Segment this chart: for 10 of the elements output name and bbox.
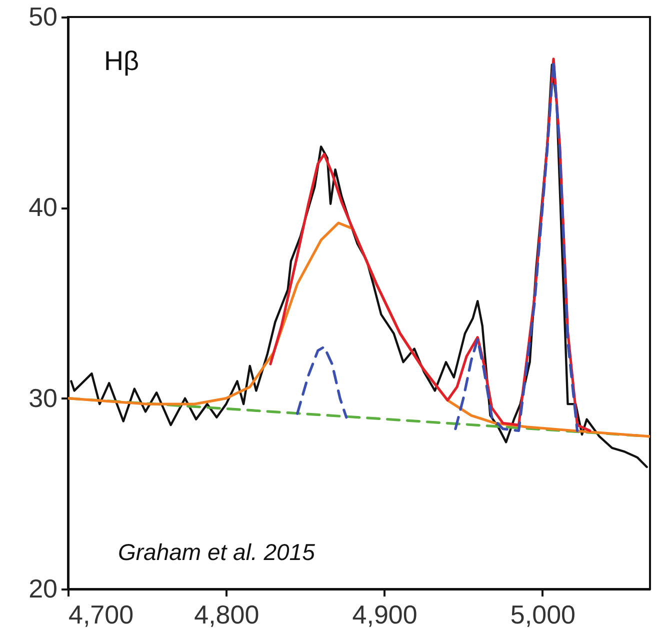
annotation: Graham et al. 2015 bbox=[118, 539, 316, 565]
x-tick-label: 4,800 bbox=[194, 600, 260, 630]
x-tick-label: 4,700 bbox=[68, 600, 134, 630]
y-tick-label: 50 bbox=[28, 2, 58, 32]
y-tick-label: 30 bbox=[28, 382, 58, 413]
x-tick-label: 5,000 bbox=[510, 600, 576, 630]
annotation: Hβ bbox=[104, 46, 140, 76]
y-tick-label: 40 bbox=[28, 192, 58, 222]
x-tick-label: 4,900 bbox=[352, 600, 418, 630]
y-tick-label: 20 bbox=[28, 574, 58, 604]
